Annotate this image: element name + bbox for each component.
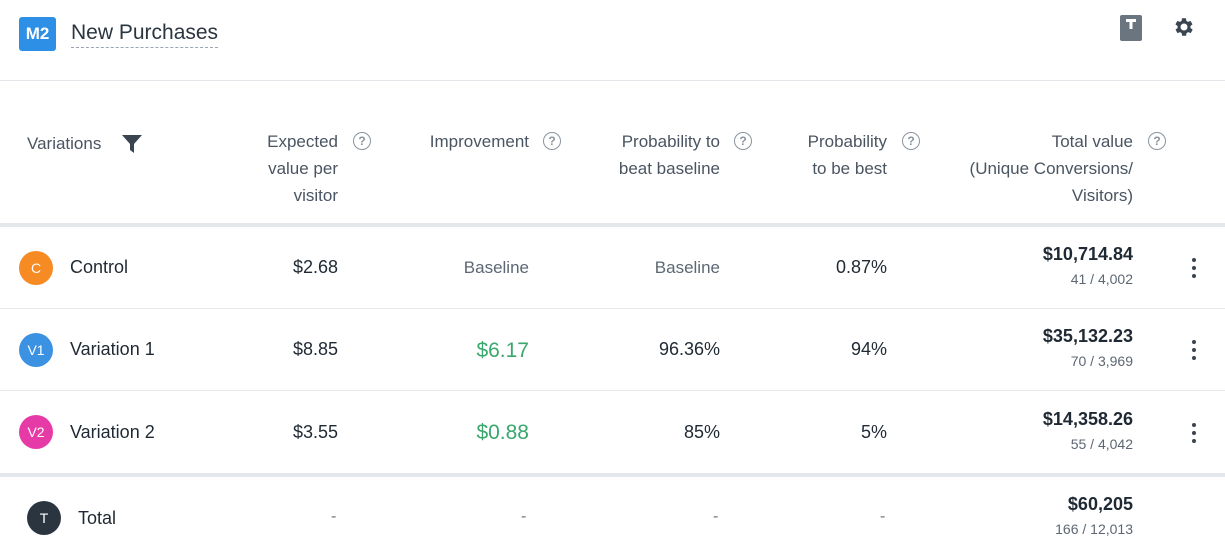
top-bar: M2 New Purchases xyxy=(0,0,1225,81)
expected-value: $2.68 xyxy=(292,257,338,277)
total-value: $14,358.26 55 / 4,042 xyxy=(1043,409,1133,452)
table-row: V2 Variation 2 $3.55 $0.88 85% 5% $14,35… xyxy=(0,391,1225,474)
best-value: 0.87% xyxy=(835,257,887,277)
help-icon-improvement[interactable]: ? xyxy=(543,132,561,150)
avatar: V2 xyxy=(19,415,53,449)
column-total-value: Total value (Unique Conversions/ Visitor… xyxy=(913,128,1133,209)
column-best: Probability to be best xyxy=(767,128,887,182)
header-divider xyxy=(0,223,1225,227)
total-value: $10,714.84 41 / 4,002 xyxy=(1043,244,1133,287)
column-expected: Expected value per visitor xyxy=(218,128,338,209)
expected-value: $8.85 xyxy=(292,339,338,359)
column-total-line2: (Unique Conversions/ xyxy=(969,159,1133,178)
help-icon-beat[interactable]: ? xyxy=(734,132,752,150)
improvement-value: $0.88 xyxy=(476,421,529,444)
total-value-ratio: 41 / 4,002 xyxy=(1070,271,1133,287)
total-value-amount: $14,358.26 xyxy=(1042,409,1133,429)
total-divider xyxy=(0,473,1225,477)
total-value: $35,132.23 70 / 3,969 xyxy=(1043,326,1133,369)
improvement-value: $6.17 xyxy=(476,339,529,362)
column-best-line1: Probability xyxy=(807,132,887,151)
column-total-line1: Total value xyxy=(1051,132,1133,151)
total-row: T Total - - - - $60,205 166 / 12,013 xyxy=(0,477,1225,550)
total-value-amount: $10,714.84 xyxy=(1042,244,1133,264)
table-row: V1 Variation 1 $8.85 $6.17 96.36% 94% $3… xyxy=(0,309,1225,391)
column-expected-line3: visitor xyxy=(293,186,338,205)
help-icon-total[interactable]: ? xyxy=(1148,132,1166,150)
beat-baseline-value: - xyxy=(713,508,719,525)
avatar: T xyxy=(27,501,61,535)
kebab-menu-icon[interactable] xyxy=(1189,340,1199,362)
filter-icon[interactable] xyxy=(122,135,142,153)
best-value: - xyxy=(880,508,886,525)
total-value-ratio: 55 / 4,042 xyxy=(1070,436,1133,452)
beat-baseline-value: Baseline xyxy=(654,258,720,277)
column-beat-line1: Probability to xyxy=(621,132,720,151)
column-improvement-label: Improvement xyxy=(429,132,529,151)
kebab-menu-icon[interactable] xyxy=(1189,423,1199,445)
gear-icon[interactable] xyxy=(1172,15,1196,39)
column-improvement: Improvement xyxy=(389,128,529,155)
expected-value: $3.55 xyxy=(292,422,338,442)
beat-baseline-value: 96.36% xyxy=(658,339,720,359)
table-header: Variations Expected value per visitor ? … xyxy=(0,82,1225,224)
help-icon-best[interactable]: ? xyxy=(902,132,920,150)
total-value-amount: $35,132.23 xyxy=(1042,326,1133,346)
total-value-amount: $60,205 xyxy=(1067,494,1133,514)
total-value-ratio: 166 / 12,013 xyxy=(1055,521,1133,537)
expected-value: - xyxy=(331,508,337,525)
column-total-line3: Visitors) xyxy=(1071,186,1133,205)
metric-title[interactable]: New Purchases xyxy=(71,20,219,48)
table-row: C Control $2.68 Baseline Baseline 0.87% … xyxy=(0,227,1225,309)
variation-name: Variation 2 xyxy=(70,422,155,442)
column-best-line2: to be best xyxy=(812,159,887,178)
improvement-value: Baseline xyxy=(463,258,529,277)
column-variations: Variations xyxy=(27,134,101,154)
total-value-ratio: 70 / 3,969 xyxy=(1070,353,1133,369)
total-value: $60,205 166 / 12,013 xyxy=(1055,494,1133,537)
best-value: 94% xyxy=(850,339,887,359)
column-beat-line2: beat baseline xyxy=(618,159,720,178)
help-icon-expected[interactable]: ? xyxy=(353,132,371,150)
variation-name: Variation 1 xyxy=(70,339,155,359)
kebab-menu-icon[interactable] xyxy=(1189,258,1199,280)
book-icon[interactable] xyxy=(1120,15,1142,41)
metric-badge: M2 xyxy=(19,17,56,51)
avatar: V1 xyxy=(19,333,53,367)
column-expected-line2: value per xyxy=(268,159,338,178)
improvement-value: - xyxy=(521,508,527,525)
column-expected-line1: Expected xyxy=(267,132,338,151)
column-variations-label: Variations xyxy=(27,134,102,153)
best-value: 5% xyxy=(860,422,887,442)
variation-name: Control xyxy=(70,257,129,277)
beat-baseline-value: 85% xyxy=(683,422,720,442)
column-beat-baseline: Probability to beat baseline xyxy=(570,128,720,182)
total-label: Total xyxy=(78,508,117,528)
avatar: C xyxy=(19,251,53,285)
